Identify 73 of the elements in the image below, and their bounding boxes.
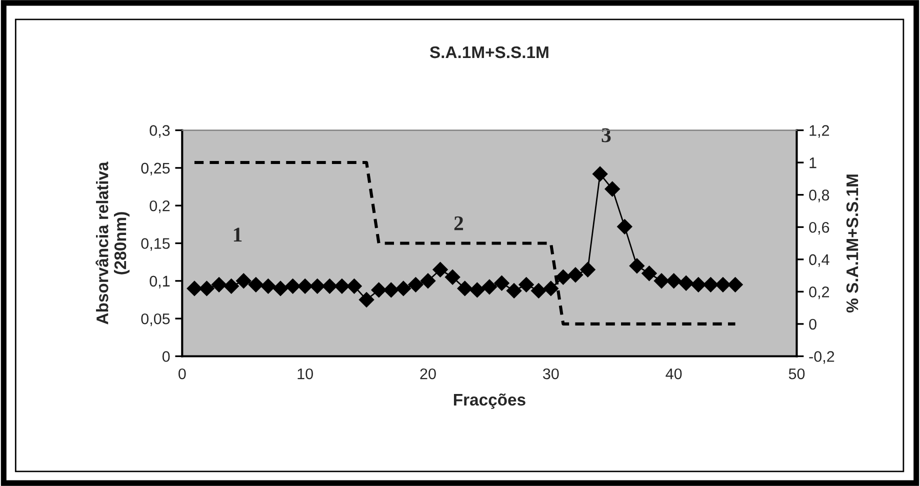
x-tick-label: 20 — [420, 368, 436, 380]
point — [358, 292, 374, 308]
point — [260, 278, 276, 294]
point — [642, 266, 657, 281]
y-axis-title: Absorvância relativa (280nm) — [96, 162, 130, 324]
point — [470, 282, 485, 298]
point — [543, 280, 558, 296]
point — [236, 273, 252, 288]
point — [322, 278, 338, 294]
point — [346, 278, 362, 294]
annotation: 3 — [602, 128, 611, 142]
y-tick-label: 0,15 — [141, 238, 170, 251]
x-axis-title: Fracções — [454, 393, 526, 409]
y2-tick-label: 0,6 — [809, 222, 830, 235]
point — [211, 277, 227, 292]
point — [518, 277, 534, 292]
point — [592, 166, 608, 182]
y2-tick-label: 0,4 — [809, 254, 830, 267]
y2-axis-title: % S.A.1M+S.S.1M — [846, 174, 858, 313]
annotation: 1 — [234, 228, 242, 242]
point — [703, 277, 718, 292]
point — [248, 277, 264, 292]
point — [629, 258, 645, 274]
y2-tick-label: 0 — [809, 318, 816, 330]
x-tick-label: 40 — [666, 368, 682, 380]
point — [556, 270, 571, 285]
x-tick-label: 50 — [788, 368, 805, 380]
x-tick-label: 0 — [178, 368, 186, 380]
point — [617, 219, 632, 234]
point — [224, 278, 239, 294]
point — [604, 181, 620, 197]
point — [457, 280, 472, 296]
point — [396, 280, 411, 296]
point — [715, 277, 731, 292]
point — [482, 279, 498, 295]
point — [272, 280, 288, 296]
point — [298, 278, 313, 294]
point — [654, 273, 670, 288]
point — [371, 282, 386, 298]
point — [334, 278, 350, 294]
y2-tick-label: 1,2 — [810, 125, 829, 138]
point — [678, 276, 694, 291]
point — [728, 277, 743, 292]
point — [310, 278, 325, 294]
point — [568, 267, 584, 282]
point — [420, 273, 436, 288]
point — [494, 276, 510, 291]
point — [408, 277, 424, 292]
y-tick-label: 0 — [162, 351, 170, 362]
point — [506, 283, 522, 298]
y-tick-label: 0,2 — [150, 200, 170, 214]
y-tick-label: 0,05 — [141, 313, 170, 326]
y-tick-label: 0,25 — [141, 162, 170, 176]
point — [384, 282, 399, 298]
y-tick-label: 0,3 — [150, 125, 170, 138]
y-tick-label: 0,1 — [150, 276, 170, 288]
annotation: 2 — [454, 216, 464, 230]
point — [432, 262, 448, 278]
point — [186, 280, 202, 296]
chart-title: S.A.1M+S.S.1M — [430, 46, 548, 58]
y2-tick-label: 0,2 — [809, 286, 829, 300]
point — [580, 262, 596, 278]
point — [666, 273, 682, 288]
x-tick-label: 10 — [298, 368, 313, 380]
point — [199, 280, 214, 296]
y2-tick-label: -0,2 — [809, 351, 834, 364]
point — [531, 283, 546, 298]
y2-tick-label: 1 — [810, 158, 816, 168]
point — [690, 277, 706, 292]
point — [444, 270, 460, 285]
x-tick-label: 30 — [542, 368, 559, 380]
point — [285, 278, 300, 294]
y2-tick-label: 0,8 — [809, 190, 830, 202]
